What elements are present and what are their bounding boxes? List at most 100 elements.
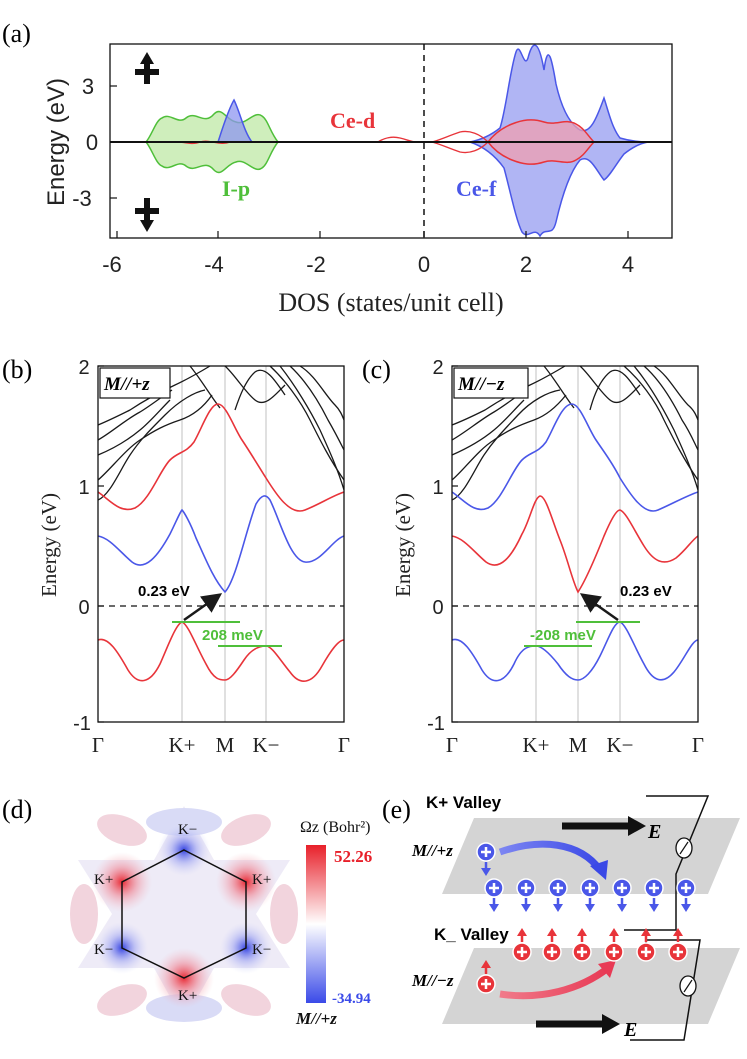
c-band-blue-upper: [451, 403, 699, 512]
i-p-label: I-p: [222, 176, 250, 201]
d-vertex-label-upper-right: K+: [252, 872, 271, 888]
d-vertex-label-top: K−: [178, 822, 197, 838]
b-ytick-2: 2: [78, 357, 89, 379]
c-frame: [451, 365, 699, 723]
c-ytick-1: 1: [432, 477, 443, 499]
d-brillouin-zone-hexagon: [121, 849, 247, 979]
c-kpoint-m: M: [569, 733, 588, 757]
d-colorbar-min: -34.94: [332, 991, 371, 1007]
e-blue-spin-particle: [476, 842, 496, 876]
a-xtick-4: 4: [622, 252, 634, 277]
a-xtick-2: 2: [520, 252, 532, 277]
b-band-blue: [97, 495, 345, 594]
c-ytick-2: 2: [432, 357, 443, 379]
b-tag-box: [99, 367, 171, 399]
b-frame: [97, 365, 345, 723]
e-blue-spin-particle: [516, 878, 536, 912]
d-vertex-label-lower-left: K−: [94, 942, 113, 958]
d-colorbar-max: 52.26: [334, 847, 372, 866]
e-red-spin-particle: [476, 960, 496, 994]
e-top-circuit: [624, 795, 710, 931]
e-bottom-e-label: E: [623, 1019, 637, 1041]
panel-a-dos-plot: 3 0 -3 -6 -4 -2 0 2 4 Energy (eV) DOS (s…: [43, 43, 673, 317]
e-red-spin-particle: [512, 928, 532, 962]
c-kpoint-k-plus: K+: [522, 733, 549, 757]
panel-label-b: (b): [2, 355, 32, 384]
b-kpoint-gamma-right: Γ: [338, 733, 350, 757]
e-red-spin-particle: [572, 928, 592, 962]
b-ylabel: Energy (eV): [37, 493, 61, 597]
e-blue-spin-group: [476, 842, 696, 912]
b-band-red-upper: [97, 403, 345, 512]
b-split-label: 208 meV: [202, 627, 263, 644]
e-blue-spin-particle: [484, 878, 504, 912]
c-kpoint-k-minus: K−: [606, 733, 633, 757]
c-ytick-0: 0: [432, 597, 443, 619]
d-vertex-label-upper-left: K+: [94, 872, 113, 888]
d-colorbar: [306, 845, 326, 1003]
a-xtick-neg4: -4: [204, 252, 224, 277]
e-top-e-label: E: [647, 821, 661, 843]
e-top-valley-label: K+ Valley: [426, 793, 502, 812]
e-blue-spin-particle: [676, 878, 696, 912]
c-band-blue-lower: [451, 621, 699, 682]
b-kpoint-k-plus: K+: [168, 733, 195, 757]
a-xtick-0: 0: [418, 252, 430, 277]
b-kpoint-k-minus: K−: [252, 733, 279, 757]
c-conduction-bands-black: [451, 365, 699, 501]
b-band-red-lower: [97, 621, 345, 682]
e-red-spin-group: [476, 928, 688, 994]
e-red-spin-particle: [542, 928, 562, 962]
e-bottom-valley-label: K_ Valley: [434, 925, 509, 944]
c-tag-box: [453, 367, 529, 399]
d-vertex-label-bottom: K+: [178, 988, 197, 1004]
i-p-spike-fill: [216, 98, 254, 143]
a-ytick-0: 0: [86, 130, 98, 155]
panel-a-frame: [109, 43, 673, 239]
a-xtick-neg2: -2: [306, 252, 326, 277]
c-tag: M//−z: [457, 374, 505, 395]
b-ytick-1: 1: [78, 477, 89, 499]
panel-c-band-structure: 0.23 eV -208 meV M//−z 2 1 0 -1 Energy (…: [391, 357, 704, 757]
b-gap-label: 0.23 eV: [138, 583, 190, 600]
a-ytick-3: 3: [82, 74, 94, 99]
b-kpoint-gamma-left: Γ: [92, 733, 104, 757]
e-blue-spin-particle: [612, 878, 632, 912]
c-split-label: -208 meV: [530, 627, 596, 644]
panel-e-valley-schematic: E E K+ Valley K_ Valley M//+z M//−z: [411, 793, 740, 1041]
ce-d-dos-curve: [169, 130, 489, 154]
a-ylabel: Energy (eV): [43, 78, 70, 206]
b-kpoint-m: M: [216, 733, 235, 757]
d-colorbar-title: Ωz (Bohr²): [300, 819, 370, 836]
b-ytick-neg1: -1: [73, 713, 91, 735]
c-gap-arrow: [579, 593, 619, 622]
panel-label-a: (a): [2, 19, 31, 48]
ce-f-dos-fill-down: [469, 141, 649, 238]
panel-label-c: (c): [362, 355, 391, 384]
panel-b-band-structure: 0.23 eV 208 meV M//+z 2 1 0 -1 Energy (e…: [37, 357, 350, 757]
spin-up-icon: [135, 52, 159, 84]
c-ylabel: Energy (eV): [391, 493, 415, 597]
panel-label-d: (d): [2, 795, 32, 824]
e-bottom-field-label: M//−z: [411, 971, 454, 990]
e-bottom-drift-arrow: [499, 965, 611, 1000]
d-field-label: M//+z: [295, 1009, 337, 1028]
b-tag: M//+z: [103, 374, 150, 395]
a-xtick-neg6: -6: [102, 252, 122, 277]
c-gap-label: 0.23 eV: [620, 583, 672, 600]
e-top-drift-arrow: [498, 840, 603, 873]
spin-down-icon: [135, 198, 159, 232]
ce-d-label: Ce-d: [330, 108, 375, 133]
b-ytick-0: 0: [78, 597, 89, 619]
panel-d-berry-curvature-map: K− K+ K+ K− K− K+ Ωz (Bohr²) 52.26 -34.9…: [70, 806, 372, 1028]
c-kpoint-gamma-left: Γ: [446, 733, 458, 757]
e-red-spin-particle: [668, 928, 688, 962]
c-ytick-neg1: -1: [427, 713, 445, 735]
ce-f-label: Ce-f: [456, 176, 497, 201]
d-vertex-label-lower-right: K−: [252, 942, 271, 958]
ce-f-dos-fill-up: [469, 44, 649, 143]
c-kpoint-gamma-right: Γ: [692, 733, 704, 757]
b-conduction-bands-black: [97, 365, 345, 501]
a-xlabel: DOS (states/unit cell): [278, 288, 503, 317]
